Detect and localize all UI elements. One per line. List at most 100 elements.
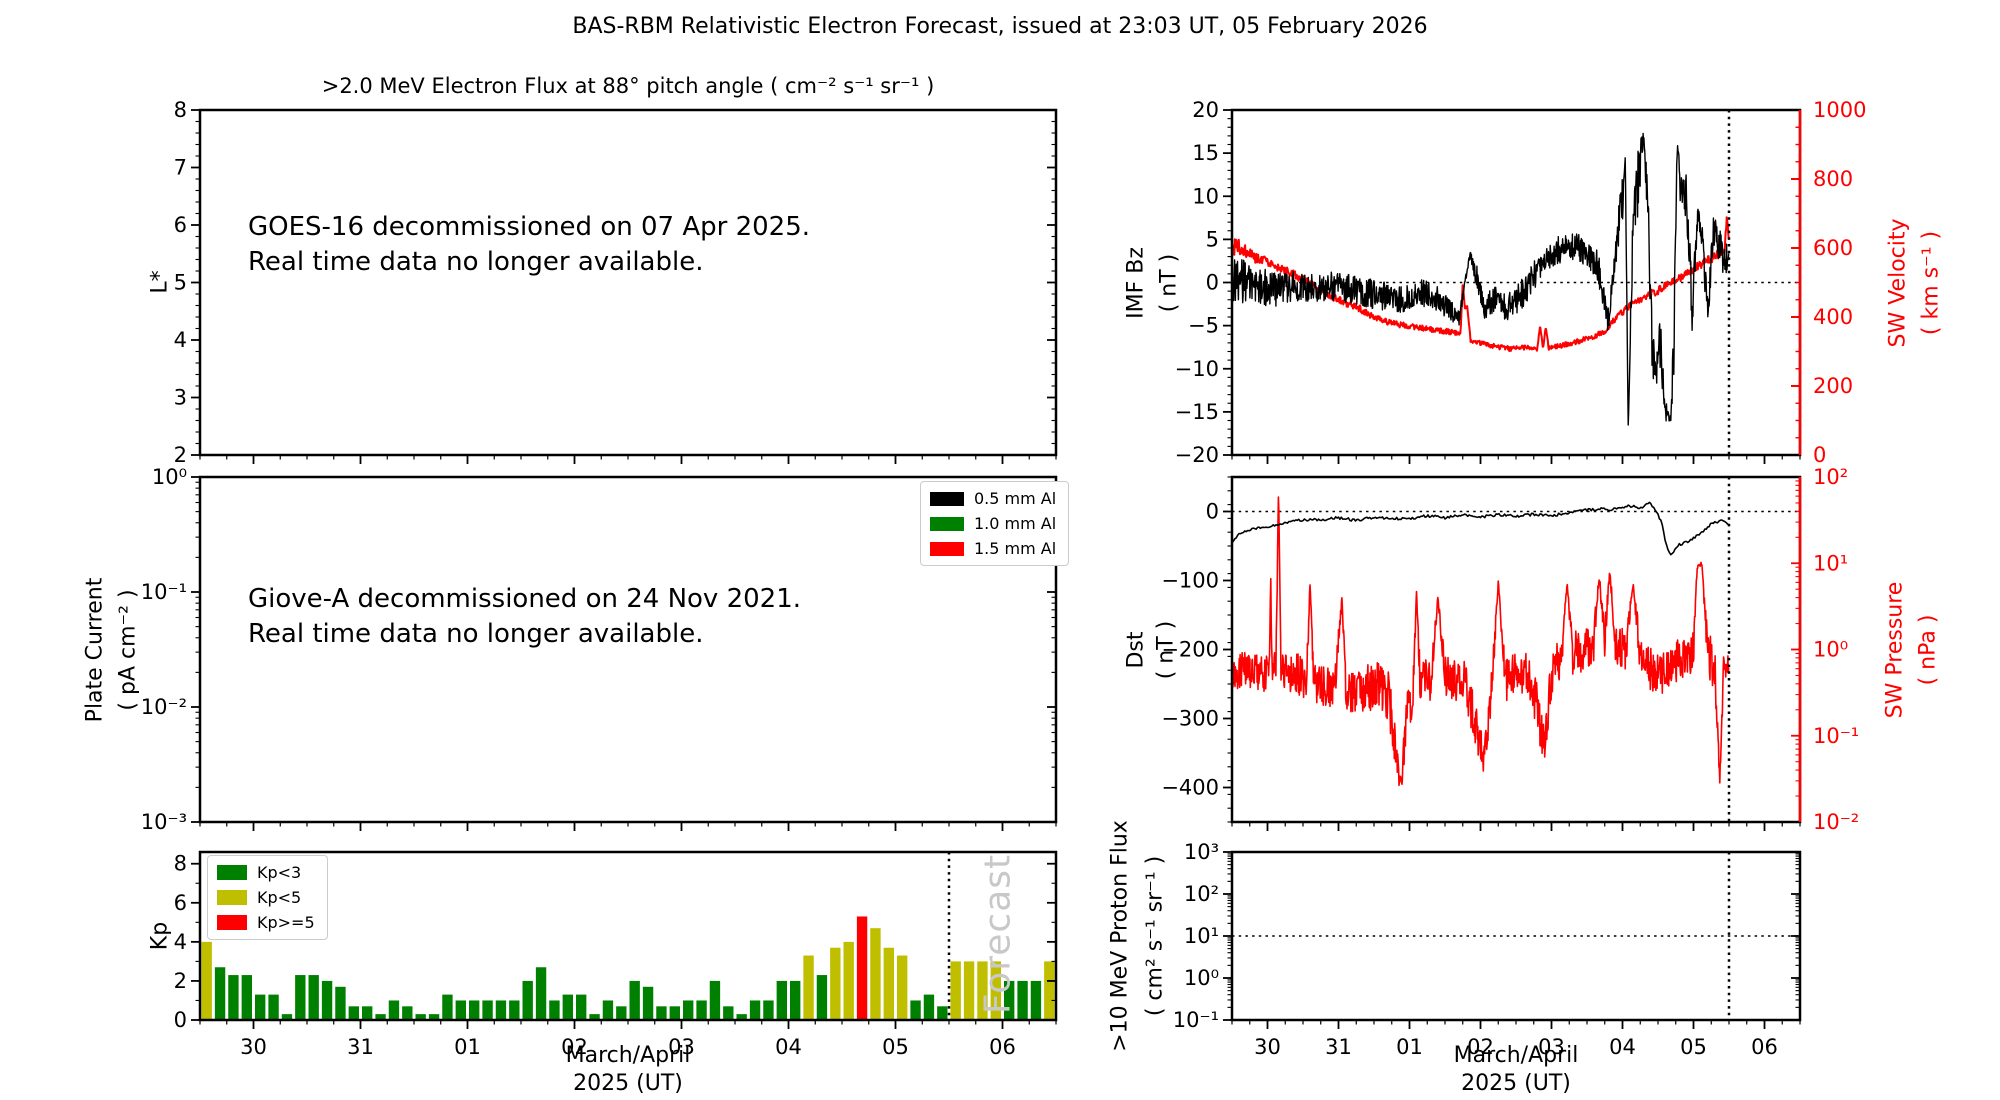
legend-item: 1.0 mm Al [930, 514, 1056, 533]
y-tick-label: 10² [1813, 465, 1848, 489]
kp-bar [763, 1000, 774, 1020]
lstar-axis-label: L* [147, 270, 173, 294]
kp-bar [709, 980, 721, 1020]
x-tick-label: 04 [775, 1035, 802, 1059]
y-tick-label: 7 [174, 156, 187, 180]
y-tick-label: 8 [174, 98, 187, 122]
kp-bar [522, 980, 533, 1020]
y-tick-label: 10² [1184, 882, 1219, 906]
kp-bar [268, 994, 279, 1020]
y-tick-label: 400 [1813, 305, 1853, 329]
kp-bar [335, 986, 346, 1020]
x-tick-label: 05 [882, 1035, 909, 1059]
y-tick-label: 4 [174, 328, 187, 352]
kp-bar [228, 975, 239, 1020]
panel-frame [198, 850, 1058, 1022]
forecast-watermark: Forecast [977, 853, 1019, 1015]
kp-bar [816, 975, 828, 1020]
x-tick-label: 03 [1538, 1035, 1565, 1059]
kp-bar [1030, 980, 1042, 1020]
page-title: BAS-RBM Relativistic Electron Forecast, … [572, 14, 1428, 39]
y-tick-label: 0 [1813, 443, 1826, 467]
y-tick-label: 10¹ [1184, 924, 1219, 948]
electron-flux-message: GOES-16 decommissioned on 07 Apr 2025. R… [248, 210, 810, 280]
kp-bar [415, 1014, 426, 1020]
imf-bz-axis-label-line1: IMF Bz [1123, 247, 1149, 319]
y-tick-label: 0 [1206, 271, 1219, 295]
kp-bar [214, 967, 226, 1020]
y-tick-label: 10⁻² [141, 695, 187, 719]
dst-axis-label-line1: Dst [1123, 631, 1149, 669]
kp-bar [348, 1006, 359, 1020]
kp-bar [576, 994, 587, 1020]
sw-pressure-axis-label-line2: ( nPa ) [1915, 614, 1941, 686]
x-tick-label: 01 [1396, 1035, 1423, 1059]
legend-label: Kp<5 [257, 888, 302, 907]
plate-current-message-line1: Giove-A decommissioned on 24 Nov 2021. [248, 584, 802, 614]
panel-frame [198, 108, 1058, 457]
kp-bar [950, 961, 961, 1020]
electron-flux-panel-title: >2.0 MeV Electron Flux at 88° pitch angl… [321, 74, 935, 98]
legend-swatch [217, 865, 247, 880]
kp-bar [843, 941, 854, 1020]
x-tick-label: 06 [1751, 1035, 1778, 1059]
x-tick-label: 05 [1680, 1035, 1707, 1059]
series-sw-pressure [1233, 496, 1730, 787]
y-tick-label: 200 [1813, 374, 1853, 398]
kp-bar [321, 980, 333, 1020]
legend-label: Kp<3 [257, 863, 302, 882]
y-tick-label: 5 [1206, 227, 1219, 251]
y-tick-label: 10⁻¹ [1813, 724, 1859, 748]
kp-bar [736, 1014, 747, 1020]
y-tick-label: 6 [174, 891, 187, 915]
y-tick-label: 10 [1192, 184, 1219, 208]
y-tick-label: −300 [1161, 707, 1219, 731]
legend-label: 0.5 mm Al [974, 489, 1057, 508]
y-tick-label: 0 [1206, 500, 1219, 524]
x-tick-label: 03 [668, 1035, 695, 1059]
kp-bar [897, 955, 908, 1020]
y-tick-label: −200 [1161, 638, 1219, 662]
dst-axis-label-line2: ( nT ) [1153, 620, 1179, 680]
y-tick-label: 800 [1813, 167, 1853, 191]
kp-bar [469, 1000, 480, 1020]
kp-bar [870, 928, 881, 1020]
legend-label: 1.0 mm Al [974, 514, 1057, 533]
y-tick-label: 10⁻² [1813, 810, 1859, 834]
kp-bar [696, 1000, 707, 1020]
series-sw-velocity [1233, 216, 1730, 352]
kp-bar [241, 975, 252, 1020]
kp-bar [589, 1014, 600, 1020]
x-tick-label: 31 [347, 1035, 374, 1059]
kp-bar [428, 1014, 440, 1020]
kp-bar [295, 975, 306, 1020]
kp-bar [616, 1006, 627, 1020]
kp-bar [455, 1000, 466, 1020]
y-tick-label: 10⁻¹ [1173, 1008, 1219, 1032]
y-tick-label: 2 [174, 443, 187, 467]
kp-bar [375, 1014, 386, 1020]
kp-bar [990, 961, 1001, 1020]
kp-bar [362, 1006, 373, 1020]
y-tick-label: −400 [1161, 776, 1219, 800]
kp-bar [656, 1006, 667, 1020]
y-tick-label: 2 [174, 969, 187, 993]
legend-swatch [930, 516, 964, 531]
y-tick-label: 1000 [1813, 98, 1866, 122]
panel-frame [1230, 850, 1802, 1022]
legend-label: Kp>=5 [257, 913, 315, 932]
electron-flux-message-line2: Real time data no longer available. [248, 247, 704, 277]
kp-bar [442, 994, 453, 1020]
y-tick-label: 6 [174, 213, 187, 237]
electron-flux-message-line1: GOES-16 decommissioned on 07 Apr 2025. [248, 212, 810, 242]
x-tick-label: 30 [1254, 1035, 1281, 1059]
y-tick-label: −15 [1175, 400, 1219, 424]
kp-bar [923, 994, 935, 1020]
legend-swatch [217, 915, 247, 930]
plate-current-axis-label-line2: ( pA cm⁻² ) [115, 589, 141, 711]
kp-bar [723, 1006, 734, 1020]
y-tick-label: 8 [174, 852, 187, 876]
legend-item: Kp>=5 [217, 913, 315, 932]
kp-bar [883, 947, 894, 1020]
